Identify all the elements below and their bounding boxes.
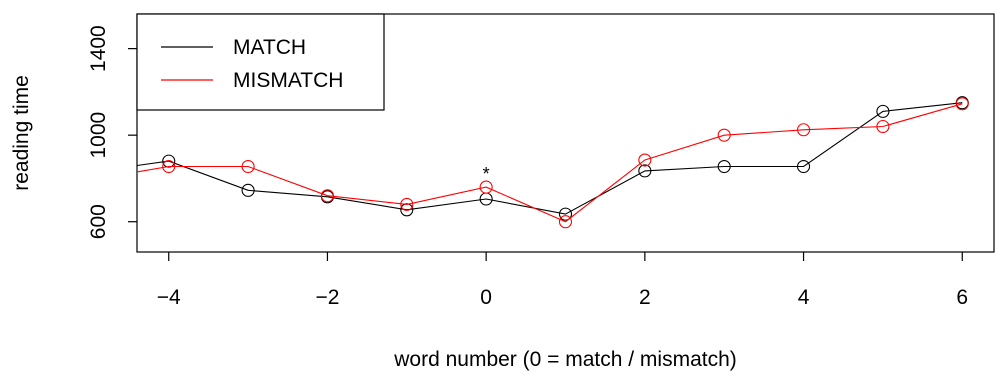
x-axis-title: word number (0 = match / mismatch) [393,348,737,371]
data-point-mismatch [320,189,334,203]
data-point-match [162,154,176,168]
x-tick-label: −2 [315,286,339,309]
x-tick-label: 0 [480,286,492,309]
data-point-match [717,159,731,174]
data-point-match [876,104,890,118]
plot-frame [136,13,995,253]
legend: MATCH MISMATCH [136,13,385,111]
y-axis-title: reading time [10,75,33,191]
series-line-match [137,102,963,215]
x-tick-label: 2 [639,286,651,309]
series-match [137,96,969,221]
data-point-mismatch [955,97,969,111]
data-point-mismatch [717,128,731,142]
x-tick-label: 4 [798,286,810,309]
data-point-match [241,183,255,197]
series-line-mismatch [137,103,963,223]
data-point-match [638,164,652,178]
legend-label: MISMATCH [233,69,343,92]
y-tick-label: 1400 [87,25,110,72]
data-point-mismatch [797,123,811,137]
series-mismatch [137,97,969,229]
y-tick-label: 600 [87,204,110,239]
data-point-mismatch [162,159,176,174]
x-tick-label: −4 [157,286,181,309]
data-point-mismatch [876,119,890,134]
significance-marker: * [483,164,490,184]
y-tick-label: 1000 [87,112,110,159]
data-point-mismatch [400,197,414,211]
x-tick-label: 6 [956,286,968,309]
data-point-mismatch [241,159,255,174]
data-point-match [558,207,573,221]
legend-box [136,13,385,111]
data-point-mismatch [558,215,573,229]
legend-label: MATCH [233,36,306,59]
data-point-match [797,159,811,174]
data-point-mismatch [638,153,652,167]
data-point-match [400,203,414,217]
data-point-mismatch [479,180,493,194]
